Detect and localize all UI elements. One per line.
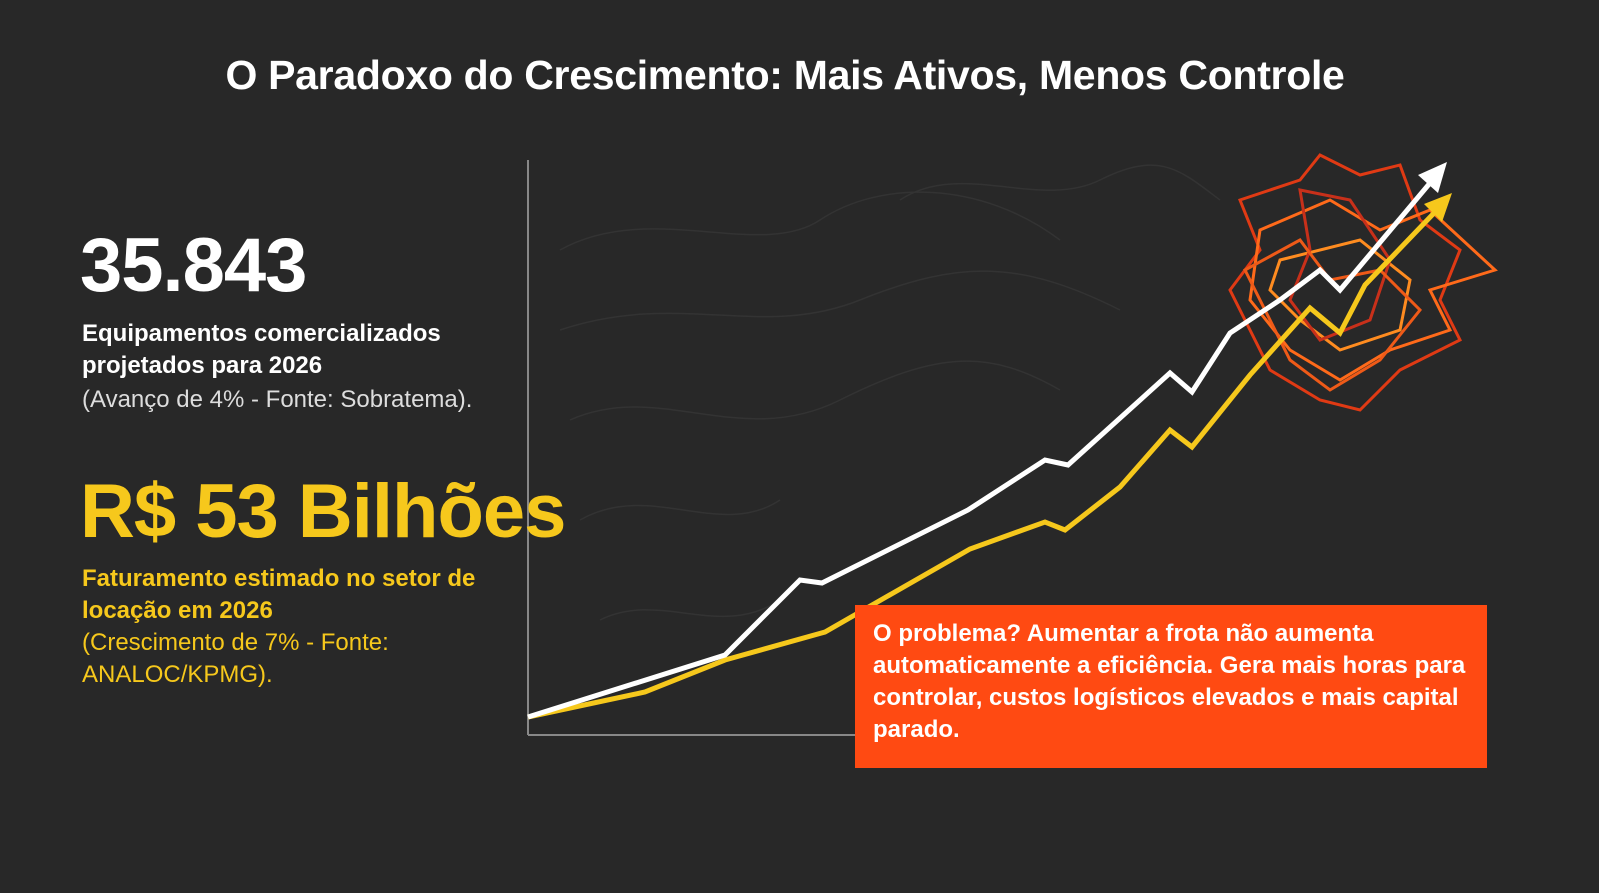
white-trend xyxy=(527,181,1432,720)
yellow-trend xyxy=(527,210,1437,720)
stat-label: Equipamentos comercializados projetados … xyxy=(82,320,441,379)
stat-label: Faturamento estimado no setor de locação… xyxy=(82,565,476,624)
white-arrowhead xyxy=(1418,162,1447,193)
tangle xyxy=(1228,153,1498,412)
yellow-arrowhead xyxy=(1424,193,1452,222)
stat-value: 35.843 xyxy=(80,223,307,308)
stat-note: (Crescimento de 7% - Fonte: ANALOC/KPMG)… xyxy=(82,629,389,688)
callout-text: O problema? Aumentar a frota não aumenta… xyxy=(873,620,1466,743)
stat-value: R$ 53 Bilhões xyxy=(80,469,566,554)
title: O Paradoxo do Crescimento: Mais Ativos, … xyxy=(225,52,1345,98)
stat-note: (Avanço de 4% - Fonte: Sobratema). xyxy=(82,386,473,413)
contour-texture xyxy=(559,164,1221,621)
callout-box xyxy=(855,605,1487,768)
